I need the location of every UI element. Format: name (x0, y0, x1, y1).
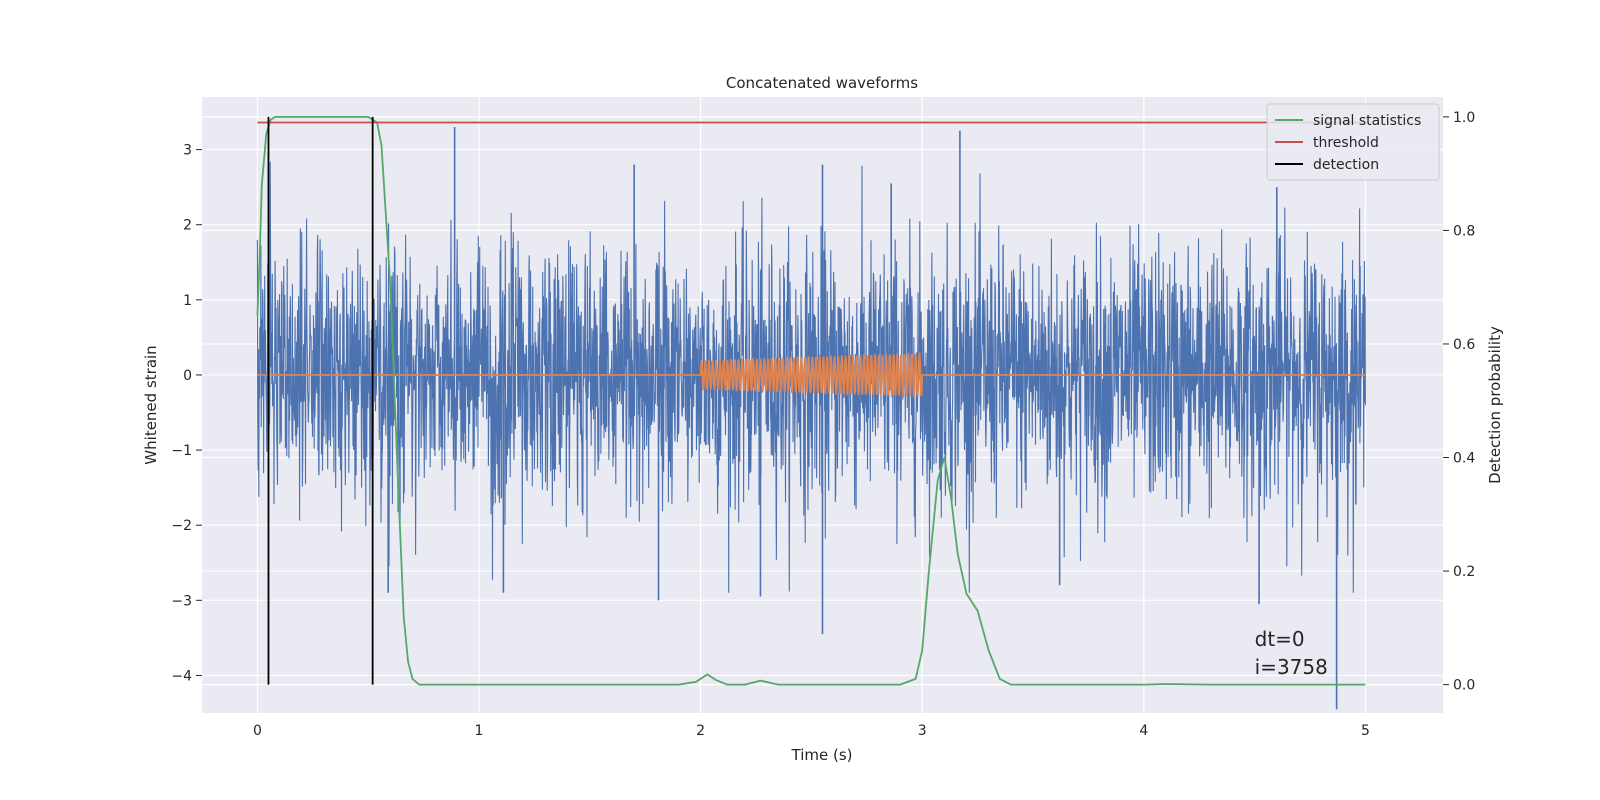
axes: 0 1 2 3 4 5 −4 −3 −2 −1 0 1 2 3 0.0 0.2 0.4 0.6 0.8 1.0 (171, 110, 1475, 739)
x-tick-label: 3 (918, 723, 927, 739)
y-tick-label: −3 (171, 593, 192, 609)
x-tick-label: 0 (253, 723, 262, 739)
x-tick-label: 5 (1361, 723, 1370, 739)
y2-tick-label: 0.6 (1453, 337, 1475, 353)
chirp-trace (257, 352, 1366, 398)
legend-label: threshold (1313, 135, 1379, 151)
y2-tick-label: 0.2 (1453, 564, 1475, 580)
legend-box (1266, 103, 1440, 181)
x-tick-label: 1 (475, 723, 484, 739)
series-line-0 (256, 127, 1366, 710)
noise-trace (256, 161, 1366, 593)
y-tick-label: −4 (171, 668, 192, 684)
y-tick-label: 3 (183, 143, 192, 159)
y2-axis-label: Detection probability (1486, 326, 1504, 484)
series-detection (267, 116, 374, 685)
series-signal-statistics (256, 116, 1366, 686)
x-tick-label: 4 (1139, 723, 1148, 739)
y2-tick-label: 0.8 (1453, 223, 1475, 239)
y-axis-label: Whitened strain (142, 345, 160, 464)
annotation-text: dt=0 (1255, 627, 1305, 651)
y-tick-label: −2 (171, 518, 192, 534)
chart-title: Concatenated waveforms (726, 74, 918, 92)
annotation-text: i=3758 (1255, 655, 1328, 679)
y2-tick-label: 0.4 (1453, 451, 1475, 467)
series-line-1 (257, 352, 1366, 398)
x-axis-label: Time (s) (791, 746, 853, 764)
x-tick-label: 2 (696, 723, 705, 739)
legend: signal statistics threshold detection (1266, 103, 1440, 181)
y-tick-label: 1 (183, 293, 192, 309)
series-line (256, 116, 1366, 686)
y-tick-label: −1 (171, 443, 192, 459)
legend-label: signal statistics (1313, 113, 1421, 129)
y-tick-label: 0 (183, 368, 192, 384)
y-tick-label: 2 (183, 218, 192, 234)
y2-tick-label: 1.0 (1453, 110, 1475, 126)
legend-label: detection (1313, 157, 1379, 173)
annotations: dt=0 i=3758 (1255, 627, 1328, 679)
plot-area (256, 116, 1366, 710)
y2-tick-label: 0.0 (1453, 678, 1475, 694)
